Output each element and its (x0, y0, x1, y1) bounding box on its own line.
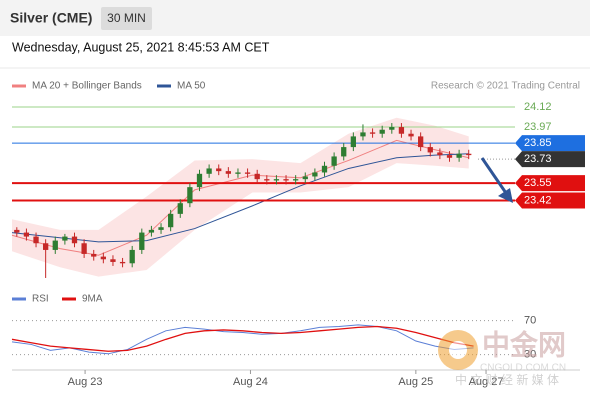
candle-body (273, 179, 280, 181)
candle-body (369, 132, 376, 134)
watermark: 中金网 CNGOLD.COM.CN 中 文 财 经 新 媒 体 (438, 328, 566, 387)
candle-body (235, 172, 241, 174)
candle-body (216, 168, 222, 172)
candle-body (52, 240, 58, 250)
rsi-line (11, 325, 474, 352)
candle-body (312, 172, 318, 177)
watermark-brand: 中金网 (482, 328, 566, 360)
candle-body (456, 153, 462, 158)
candle-body (398, 127, 405, 134)
level-label: 24.12 (524, 101, 552, 113)
candle-body (196, 173, 203, 188)
y-tick-label: 30 (524, 349, 536, 361)
candle-body (91, 253, 97, 257)
timeframe[interactable]: 30 MIN (107, 11, 146, 25)
candle-body (14, 229, 20, 233)
timeframe-button[interactable] (101, 7, 152, 30)
legend-label: RSI (32, 294, 49, 305)
candle-body (341, 147, 347, 157)
forecast-arrow (480, 157, 510, 197)
candle-body (379, 129, 385, 134)
candle-body (283, 179, 289, 181)
candle-body (62, 236, 68, 241)
level-tag (515, 135, 585, 152)
candle-body (206, 168, 212, 174)
candle-body (302, 176, 308, 180)
watermark-site: CNGOLD.COM.CN (480, 363, 566, 374)
candle-body (244, 172, 251, 174)
candle-body (408, 133, 414, 137)
legend-label: MA 50 (177, 81, 206, 92)
candle-body (187, 187, 193, 204)
header-bar (0, 0, 590, 36)
candle-body (389, 127, 395, 130)
candle-body (418, 136, 424, 148)
credit: Research © 2021 Trading Central (431, 81, 580, 92)
level-tag (515, 192, 585, 209)
x-tick-label: Aug 23 (68, 376, 103, 388)
candle-body (177, 203, 183, 214)
candle-body (33, 236, 39, 244)
candle-body (437, 152, 443, 156)
candle-body (254, 173, 260, 180)
candle-body (23, 232, 30, 237)
candle-body (225, 171, 231, 174)
watermark-logo-inner (449, 341, 467, 359)
candle-body (100, 256, 106, 260)
level-label: 23.85 (524, 137, 552, 149)
ma-line (11, 153, 469, 243)
candle-body (293, 179, 299, 181)
candle-body (119, 261, 126, 264)
candle-body (360, 132, 366, 137)
legend-label: 9MA (82, 294, 103, 305)
level-label: 23.73 (524, 153, 552, 165)
candle-body (81, 243, 87, 254)
x-tick-label: Aug 24 (233, 376, 268, 388)
candle-body (168, 213, 174, 228)
symbol: Silver (CME) (10, 10, 92, 26)
x-tick-label: Aug 27 (469, 376, 504, 388)
candle-body (43, 243, 49, 250)
level-label: 23.55 (524, 177, 552, 189)
candle-body (427, 147, 433, 153)
datetime: Wednesday, August 25, 2021 8:45:53 AM CE… (12, 40, 270, 54)
level-label: 23.42 (524, 194, 552, 206)
candle-body (71, 236, 78, 244)
watermark-slogan: 中 文 财 经 新 媒 体 (455, 372, 559, 387)
forecast-arrowhead (498, 188, 513, 203)
candle-body (110, 259, 116, 262)
level-tag (515, 151, 585, 168)
candle-body (331, 156, 337, 166)
candle-body (158, 227, 164, 230)
candle-body (139, 232, 145, 250)
x-tick-label: Aug 25 (398, 376, 433, 388)
candle-body (264, 179, 270, 181)
candle-body (148, 229, 155, 233)
candle-body (466, 153, 472, 156)
y-tick-label: 70 (524, 314, 536, 326)
level-tag (515, 175, 585, 192)
level-label: 23.97 (524, 121, 552, 133)
candle-body (129, 249, 135, 264)
rsi-line (11, 324, 474, 355)
candle-body (350, 136, 356, 148)
candle-body (446, 155, 453, 158)
candle-body (321, 165, 328, 173)
legend-label: MA 20 + Bollinger Bands (32, 81, 142, 92)
